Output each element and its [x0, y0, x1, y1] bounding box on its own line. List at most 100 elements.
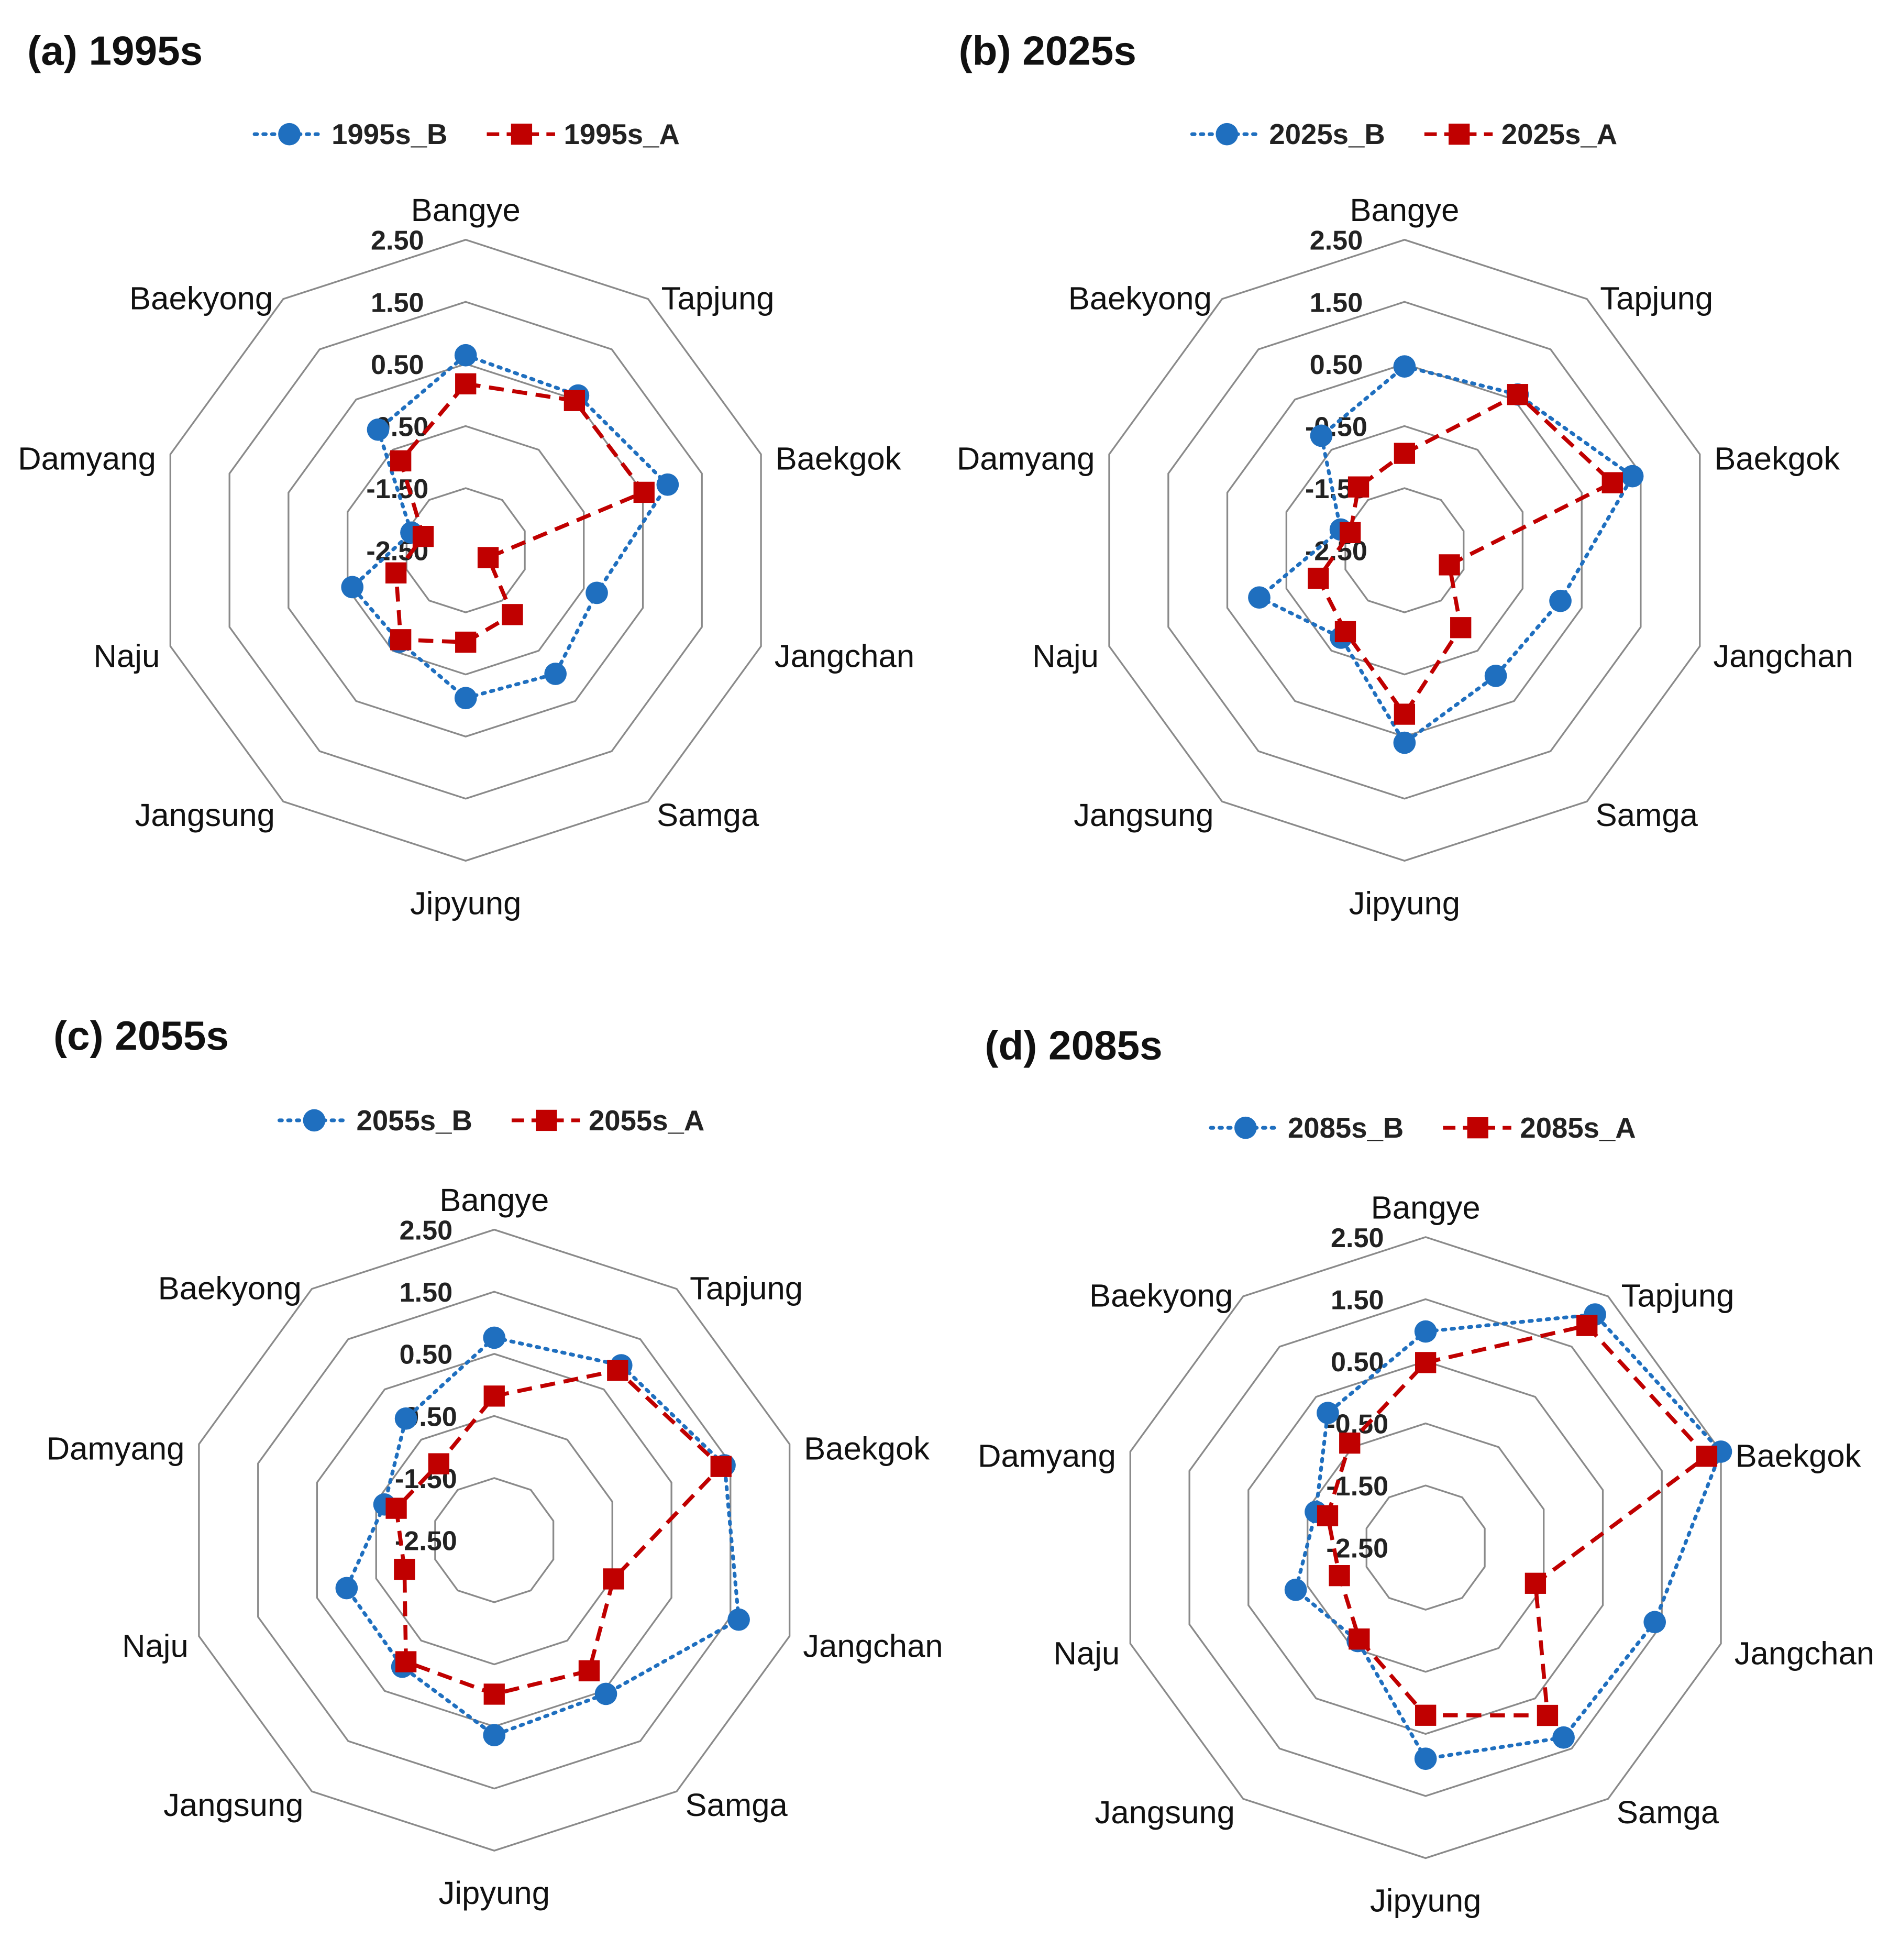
data-point-square — [385, 1497, 407, 1519]
axis-label: Tapjung — [661, 281, 775, 317]
radar-chart-panel: (a) 1995s2.501.500.50-0.50-1.50-2.50Bang… — [18, 27, 914, 921]
legend-label: 2055s_A — [589, 1105, 704, 1137]
axis-label: Jipyung — [1349, 885, 1460, 921]
data-point-square — [578, 1660, 600, 1681]
data-point-square — [1339, 522, 1361, 543]
axis-label: Damyang — [18, 441, 156, 477]
series-line — [1325, 1323, 1710, 1717]
grid-ring — [288, 363, 644, 737]
tick-label: 1.50 — [1331, 1285, 1384, 1315]
axis-label: Baekyong — [1068, 281, 1212, 317]
axis-label: Naju — [122, 1628, 189, 1664]
axis-label: Tapjung — [690, 1270, 803, 1306]
tick-label: 1.50 — [1310, 288, 1363, 318]
data-point-square — [1394, 443, 1416, 464]
tick-label: 1.50 — [371, 288, 424, 318]
grid-ring — [1365, 1484, 1486, 1611]
series-line — [1316, 392, 1616, 718]
tick-label: 2.50 — [1331, 1223, 1384, 1253]
data-point-square — [710, 1456, 732, 1477]
data-point-circle — [1310, 424, 1333, 447]
data-point-square — [390, 629, 412, 651]
axis-label: Jangchan — [803, 1628, 943, 1664]
data-point-square — [477, 547, 499, 568]
axis-label: Naju — [1053, 1636, 1120, 1672]
data-point-circle — [594, 1682, 617, 1705]
legend-label: 2085s_A — [1520, 1112, 1636, 1144]
data-point-square — [1347, 476, 1369, 498]
grid-ring — [1247, 1360, 1604, 1735]
data-point-square — [1415, 1352, 1437, 1373]
legend-label: 2085s_B — [1288, 1112, 1404, 1144]
data-point-circle — [335, 1577, 358, 1600]
legend-marker-circle — [278, 123, 301, 146]
axis-label: Jipyung — [1370, 1882, 1481, 1919]
data-point-square — [603, 1568, 624, 1590]
tick-label: 2.50 — [1310, 226, 1363, 256]
data-point-square — [1329, 1565, 1350, 1587]
data-point-square — [455, 631, 477, 653]
data-point-square — [395, 1651, 417, 1672]
tick-label: 2.50 — [371, 226, 424, 256]
chart-title: (c) 2055s — [53, 1012, 229, 1059]
axis-label: Samga — [657, 797, 759, 833]
radar-chart-panel: (d) 2085s2.501.500.50-0.50-1.50-2.50Bang… — [978, 1022, 1874, 1919]
axis-label: Bangye — [1350, 192, 1459, 228]
data-point-square — [483, 1385, 505, 1407]
axis-label: Damyang — [47, 1430, 185, 1467]
data-point-circle — [454, 687, 477, 710]
grid-ring — [1307, 1422, 1545, 1673]
data-point-square — [633, 481, 655, 503]
data-point-square — [1696, 1446, 1718, 1467]
data-point-circle — [544, 663, 567, 685]
axis-label: Naju — [93, 638, 160, 674]
grid-ring — [257, 1291, 732, 1790]
data-point-square — [412, 526, 434, 547]
axis-label: Jangsung — [135, 797, 275, 833]
radar-chart-panel: (b) 2025s2.501.500.50-0.50-1.50-2.50Bang… — [957, 27, 1853, 921]
data-point-square — [1339, 1432, 1361, 1454]
grid-ring — [347, 425, 585, 676]
grid-ring — [1167, 301, 1642, 800]
data-point-square — [1537, 1704, 1559, 1726]
axis-label: Jangchan — [1713, 638, 1853, 674]
data-point-circle — [454, 344, 477, 367]
data-point-square — [455, 373, 477, 394]
axis-label: Baekgok — [1736, 1438, 1861, 1474]
data-point-square — [1507, 384, 1529, 405]
data-point-circle — [1549, 589, 1572, 612]
legend-label: 1995s_A — [564, 118, 680, 150]
legend-marker-square — [511, 124, 533, 145]
data-point-circle — [1414, 1320, 1437, 1343]
data-point-circle — [1414, 1747, 1437, 1770]
data-point-circle — [1248, 586, 1271, 609]
tick-label: 0.50 — [1331, 1347, 1384, 1378]
legend-label: 2055s_B — [357, 1105, 472, 1137]
axis-label: Damyang — [978, 1438, 1116, 1474]
axis-label: Baekgok — [776, 441, 901, 477]
data-point-circle — [394, 1407, 417, 1430]
legend-label: 1995s_B — [332, 118, 447, 150]
chart-title: (b) 2025s — [959, 27, 1136, 73]
axis-label: Bangye — [1371, 1190, 1481, 1226]
axis-label: Baekyong — [158, 1270, 302, 1306]
data-point-circle — [1621, 465, 1644, 488]
data-point-circle — [656, 473, 679, 496]
data-point-square — [1525, 1572, 1546, 1594]
data-point-circle — [483, 1326, 506, 1349]
legend-marker-square — [1467, 1117, 1488, 1139]
series-line — [344, 1336, 741, 1737]
tick-label: 2.50 — [400, 1216, 453, 1246]
grid-ring — [434, 1477, 555, 1603]
grid-ring — [169, 238, 762, 862]
data-point-square — [394, 1558, 415, 1580]
axis-label: Bangye — [411, 192, 521, 228]
grid-ring — [198, 1228, 791, 1852]
grid-ring — [1188, 1298, 1663, 1797]
data-point-square — [1601, 472, 1623, 493]
grid-ring — [405, 487, 526, 613]
axis-label: Samga — [685, 1787, 788, 1823]
legend-marker-circle — [1234, 1116, 1257, 1139]
grid-ring — [1285, 425, 1524, 676]
